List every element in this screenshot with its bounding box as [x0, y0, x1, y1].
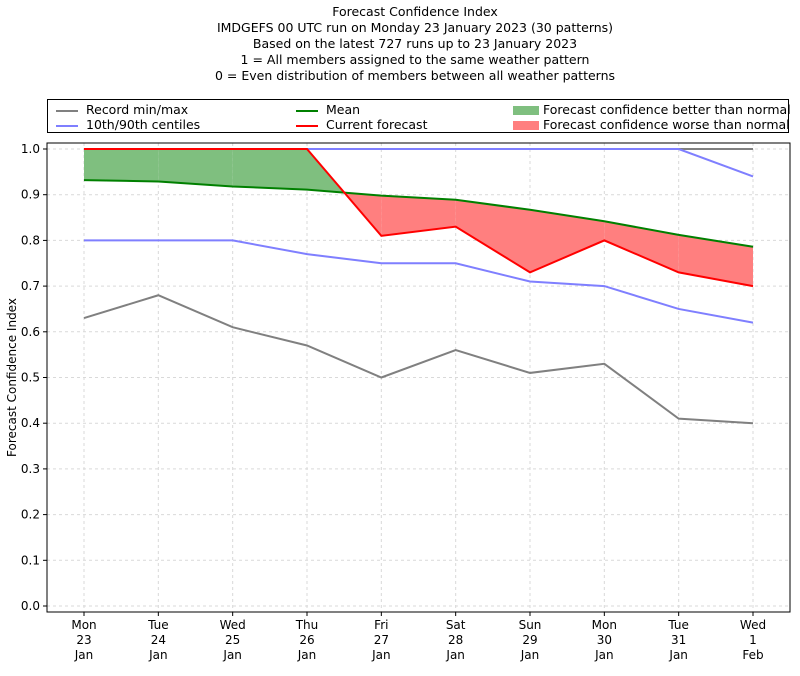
legend-swatch-centiles: [56, 124, 78, 127]
x-tick-label: 1: [749, 633, 757, 647]
chart-subtitle-4: 0 = Even distribution of members between…: [214, 68, 616, 83]
x-tick-label: Feb: [742, 648, 763, 662]
record-min-line: [83, 294, 754, 425]
x-tick-label: Sat: [446, 618, 466, 632]
x-tick-label: 24: [151, 633, 166, 647]
x-tick-label: 30: [597, 633, 612, 647]
x-tick-label: 23: [76, 633, 91, 647]
chart-titles: Forecast Confidence Index IMDGEFS 00 UTC…: [0, 4, 800, 84]
better-than-normal-fill: [158, 149, 233, 187]
y-tick-label: 0.9: [21, 188, 40, 202]
chart-legend: Record min/max 10th/90th centiles Mean C…: [47, 99, 791, 133]
chart-subtitle-1: IMDGEFS 00 UTC run on Monday 23 January …: [216, 20, 614, 35]
x-axis: Mon23JanTue24JanWed25JanThu26JanFri27Jan…: [71, 612, 766, 662]
x-tick-label: Wed: [220, 618, 246, 632]
x-tick-label: Jan: [668, 648, 688, 662]
worse-than-normal-fill: [678, 234, 753, 287]
y-tick-label: 1.0: [21, 142, 40, 156]
mean-line: [83, 179, 754, 248]
chart-subtitle-3: 1 = All members assigned to the same wea…: [240, 52, 590, 67]
legend-item-current: Current forecast: [296, 117, 427, 132]
legend-swatch-record: [56, 109, 78, 112]
x-tick-label: Jan: [148, 648, 168, 662]
x-tick-label: Sun: [519, 618, 542, 632]
y-tick-label: 0.1: [21, 553, 40, 567]
legend-item-better: Forecast confidence better than normal: [513, 102, 791, 117]
x-tick-label: Fri: [374, 618, 388, 632]
worse-than-normal-fill: [381, 195, 456, 236]
y-tick-label: 0.3: [21, 462, 40, 476]
x-tick-label: 26: [299, 633, 314, 647]
x-tick-label: Jan: [74, 648, 94, 662]
legend-swatch-better: [513, 106, 539, 115]
y-tick-label: 0.0: [21, 599, 40, 613]
y-tick-label: 0.7: [21, 279, 40, 293]
x-tick-label: 25: [225, 633, 240, 647]
x-tick-label: 31: [671, 633, 686, 647]
legend-swatch-worse: [513, 121, 539, 130]
chart-subtitle-2: Based on the latest 727 runs up to 23 Ja…: [252, 36, 578, 51]
y-tick-label: 0.5: [21, 371, 40, 385]
y-tick-label: 0.6: [21, 325, 40, 339]
10th-centile-line: [84, 239, 754, 324]
current-forecast-line: [84, 148, 754, 288]
x-tick-label: Jan: [445, 648, 465, 662]
x-tick-label: Mon: [592, 618, 617, 632]
x-tick-label: Jan: [297, 648, 317, 662]
legend-label-current: Current forecast: [326, 117, 428, 132]
y-axis-label: Forecast Confidence Index: [5, 298, 19, 457]
legend-item-centiles: 10th/90th centiles: [56, 117, 200, 132]
x-tick-label: Thu: [295, 618, 319, 632]
y-tick-label: 0.2: [21, 508, 40, 522]
confidence-fills: [84, 149, 753, 287]
legend-swatch-current: [296, 124, 318, 127]
x-tick-label: 29: [522, 633, 537, 647]
y-axis: 0.0 0.1 0.2 0.3 0.4 0.5 0.6 0.7 0.8 0.9 1.0: [21, 142, 47, 613]
x-tick-label: 27: [374, 633, 389, 647]
x-tick-label: Mon: [71, 618, 96, 632]
legend-item-record: Record min/max: [56, 102, 188, 117]
x-tick-label: Tue: [667, 618, 689, 632]
better-than-normal-fill: [232, 149, 307, 190]
x-tick-label: Tue: [147, 618, 169, 632]
legend-label-worse: Forecast confidence worse than normal: [543, 117, 790, 132]
worse-than-normal-fill: [455, 199, 530, 273]
legend-label-centiles: 10th/90th centiles: [86, 117, 201, 132]
x-tick-label: Wed: [740, 618, 766, 632]
legend-item-worse: Forecast confidence worse than normal: [513, 117, 790, 132]
chart-title: Forecast Confidence Index: [332, 4, 498, 19]
legend-label-record: Record min/max: [86, 102, 189, 117]
x-tick-label: Jan: [371, 648, 391, 662]
legend-label-better: Forecast confidence better than normal: [543, 102, 791, 117]
y-tick-label: 0.4: [21, 416, 40, 430]
better-than-normal-fill: [84, 149, 159, 182]
x-tick-label: Jan: [594, 648, 614, 662]
worse-than-normal-fill: [604, 221, 679, 273]
x-tick-label: 28: [448, 633, 463, 647]
legend-item-mean: Mean: [296, 102, 360, 117]
worse-than-normal-fill: [530, 209, 605, 273]
series-lines: [83, 148, 754, 425]
legend-swatch-mean: [296, 109, 318, 112]
x-tick-label: Jan: [520, 648, 540, 662]
x-tick-label: Jan: [222, 648, 242, 662]
legend-label-mean: Mean: [326, 102, 361, 117]
y-tick-label: 0.8: [21, 233, 40, 247]
